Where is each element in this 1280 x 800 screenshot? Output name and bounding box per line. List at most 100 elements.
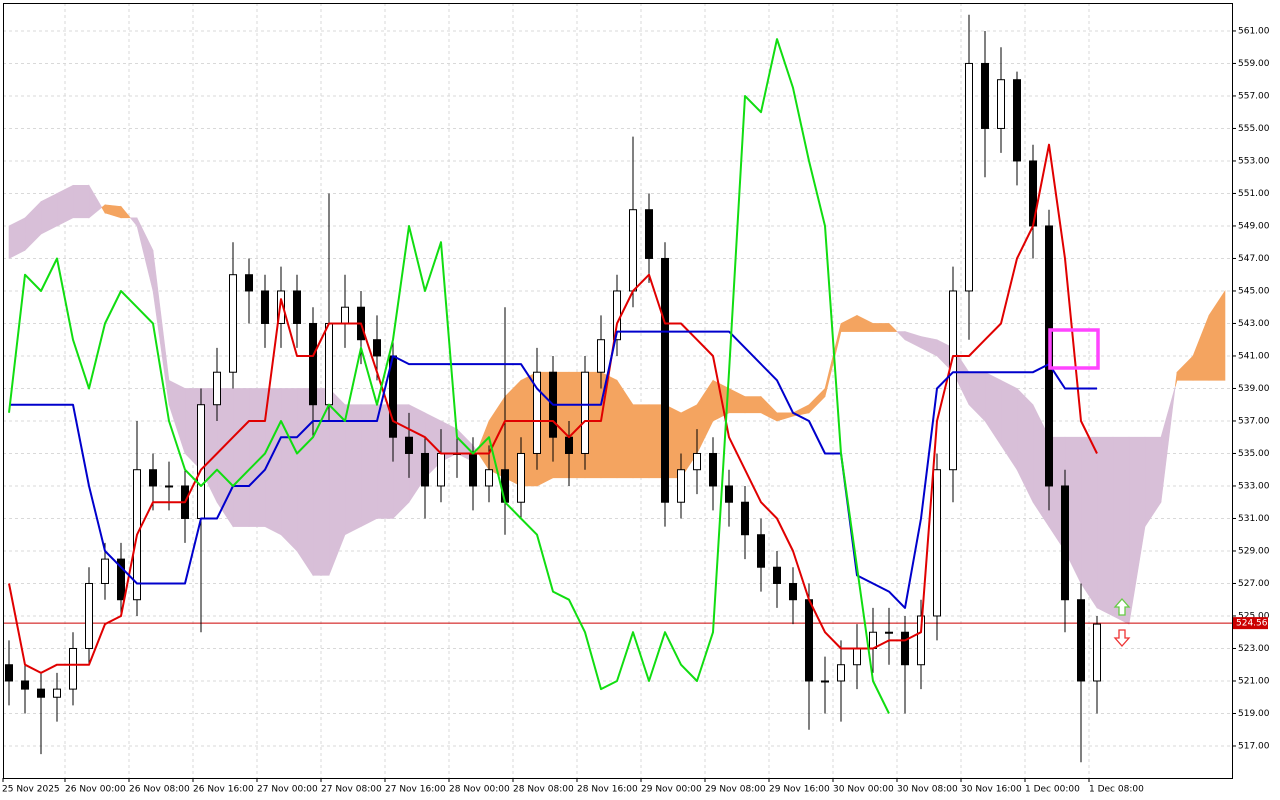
- cloud-segment: [600, 371, 618, 479]
- y-tick-label: 543.00: [1238, 319, 1270, 329]
- cloud-segment: [296, 388, 314, 577]
- x-tick-label: 28 Nov 08:00: [513, 785, 574, 795]
- candle-body: [597, 339, 605, 373]
- plot-frame: [3, 3, 1233, 779]
- x-tick-label: 28 Nov 00:00: [449, 785, 510, 795]
- highlight-box: [1048, 328, 1100, 370]
- cloud-segment: [744, 396, 762, 414]
- indicator-lines: [8, 38, 1098, 714]
- candle-body: [725, 485, 733, 503]
- x-tick-label: 26 Nov 08:00: [129, 785, 190, 795]
- price-tag: [1233, 617, 1268, 630]
- cloud-segment: [312, 388, 330, 576]
- y-tick-label: 551.00: [1238, 189, 1270, 199]
- candle-body: [261, 290, 269, 324]
- candle-body: [197, 404, 205, 519]
- y-tick-label: 531.00: [1238, 514, 1270, 524]
- candle-body: [165, 485, 173, 488]
- candle-body: [933, 469, 941, 617]
- candle-body: [949, 290, 957, 471]
- candle-body: [853, 647, 861, 666]
- candle-body: [501, 469, 509, 503]
- candle-body: [309, 322, 317, 406]
- candle-body: [5, 664, 13, 682]
- candle-body: [1093, 623, 1101, 682]
- candle-body: [405, 436, 413, 454]
- candle-body: [21, 680, 29, 690]
- y-tick-label: 557.00: [1238, 91, 1270, 101]
- x-tick-label: 30 Nov 16:00: [961, 785, 1022, 795]
- candle-body: [373, 339, 381, 357]
- y-tick-label: 537.00: [1238, 416, 1270, 426]
- indicator-line: [8, 38, 890, 714]
- cloud-segment: [1208, 289, 1226, 381]
- y-tick-label: 521.00: [1238, 676, 1270, 686]
- indicator-line: [8, 143, 1098, 674]
- x-tick-label: 27 Nov 16:00: [385, 785, 446, 795]
- x-tick-label: 30 Nov 00:00: [833, 785, 894, 795]
- x-tick-label: 1 Dec 00:00: [1025, 785, 1080, 795]
- candle-body: [981, 62, 989, 129]
- candle-body: [293, 290, 301, 324]
- cloud-segment: [360, 404, 378, 528]
- cloud-segment: [888, 322, 898, 332]
- cloud-segment: [72, 185, 90, 219]
- x-tick-label: 26 Nov 16:00: [193, 785, 254, 795]
- x-tick-label: 25 Nov 2025: [2, 785, 60, 795]
- cloud-segment: [1160, 386, 1176, 503]
- candle-body: [565, 436, 573, 454]
- candle-body: [213, 371, 221, 406]
- candle-body: [821, 680, 829, 683]
- candle-body: [245, 274, 253, 292]
- candle-body: [661, 257, 669, 503]
- candle-body: [53, 688, 61, 698]
- candle-body: [693, 452, 701, 471]
- candle-body: [101, 558, 109, 584]
- candle-body: [533, 371, 541, 454]
- candle-body: [421, 452, 429, 487]
- y-tick-label: 527.00: [1238, 579, 1270, 589]
- candle-body: [469, 452, 477, 487]
- y-tick-label: 539.00: [1238, 384, 1270, 394]
- x-tick-label: 28 Nov 16:00: [577, 785, 638, 795]
- cloud-segment: [632, 404, 650, 479]
- candle-body: [581, 371, 589, 454]
- price-tag-label: 524.56: [1236, 619, 1268, 629]
- indicator-line: [9, 330, 1097, 609]
- candle-body: [37, 688, 45, 698]
- cloud-segment: [232, 388, 250, 527]
- candle-body: [1061, 485, 1069, 601]
- candle-body: [229, 274, 237, 373]
- x-tick-label: 27 Nov 00:00: [257, 785, 318, 795]
- candle-body: [677, 469, 685, 503]
- cloud-segment: [1112, 436, 1130, 625]
- x-tick-label: 27 Nov 08:00: [321, 785, 382, 795]
- y-tick-label: 561.00: [1238, 26, 1270, 36]
- y-tick-label: 549.00: [1238, 221, 1270, 231]
- y-tick-label: 533.00: [1238, 481, 1270, 491]
- candle-body: [437, 452, 445, 487]
- x-tick-label: 29 Nov 08:00: [705, 785, 766, 795]
- candle-body: [805, 599, 813, 682]
- candle-body: [997, 79, 1005, 129]
- y-tick-label: 529.00: [1238, 546, 1270, 556]
- candle-body: [773, 566, 781, 584]
- candle-body: [741, 501, 749, 536]
- cloud-segment: [88, 184, 103, 219]
- candle-body: [149, 469, 157, 487]
- candle-body: [709, 452, 717, 487]
- cloud-segment: [120, 205, 131, 219]
- y-tick-label: 545.00: [1238, 286, 1270, 296]
- candle-body: [965, 62, 973, 292]
- y-tick-label: 517.00: [1238, 741, 1270, 751]
- axes: 517.00 519.00 521.00 523.00 525.00 527.00 529.…: [2, 3, 1270, 795]
- candle-body: [869, 631, 877, 649]
- sell-arrow: [1113, 629, 1131, 647]
- candle-body: [1013, 79, 1021, 162]
- cloud-segment: [1096, 436, 1114, 617]
- candle-body: [901, 631, 909, 666]
- candle-body: [645, 209, 653, 259]
- cloud-segment: [1080, 436, 1098, 609]
